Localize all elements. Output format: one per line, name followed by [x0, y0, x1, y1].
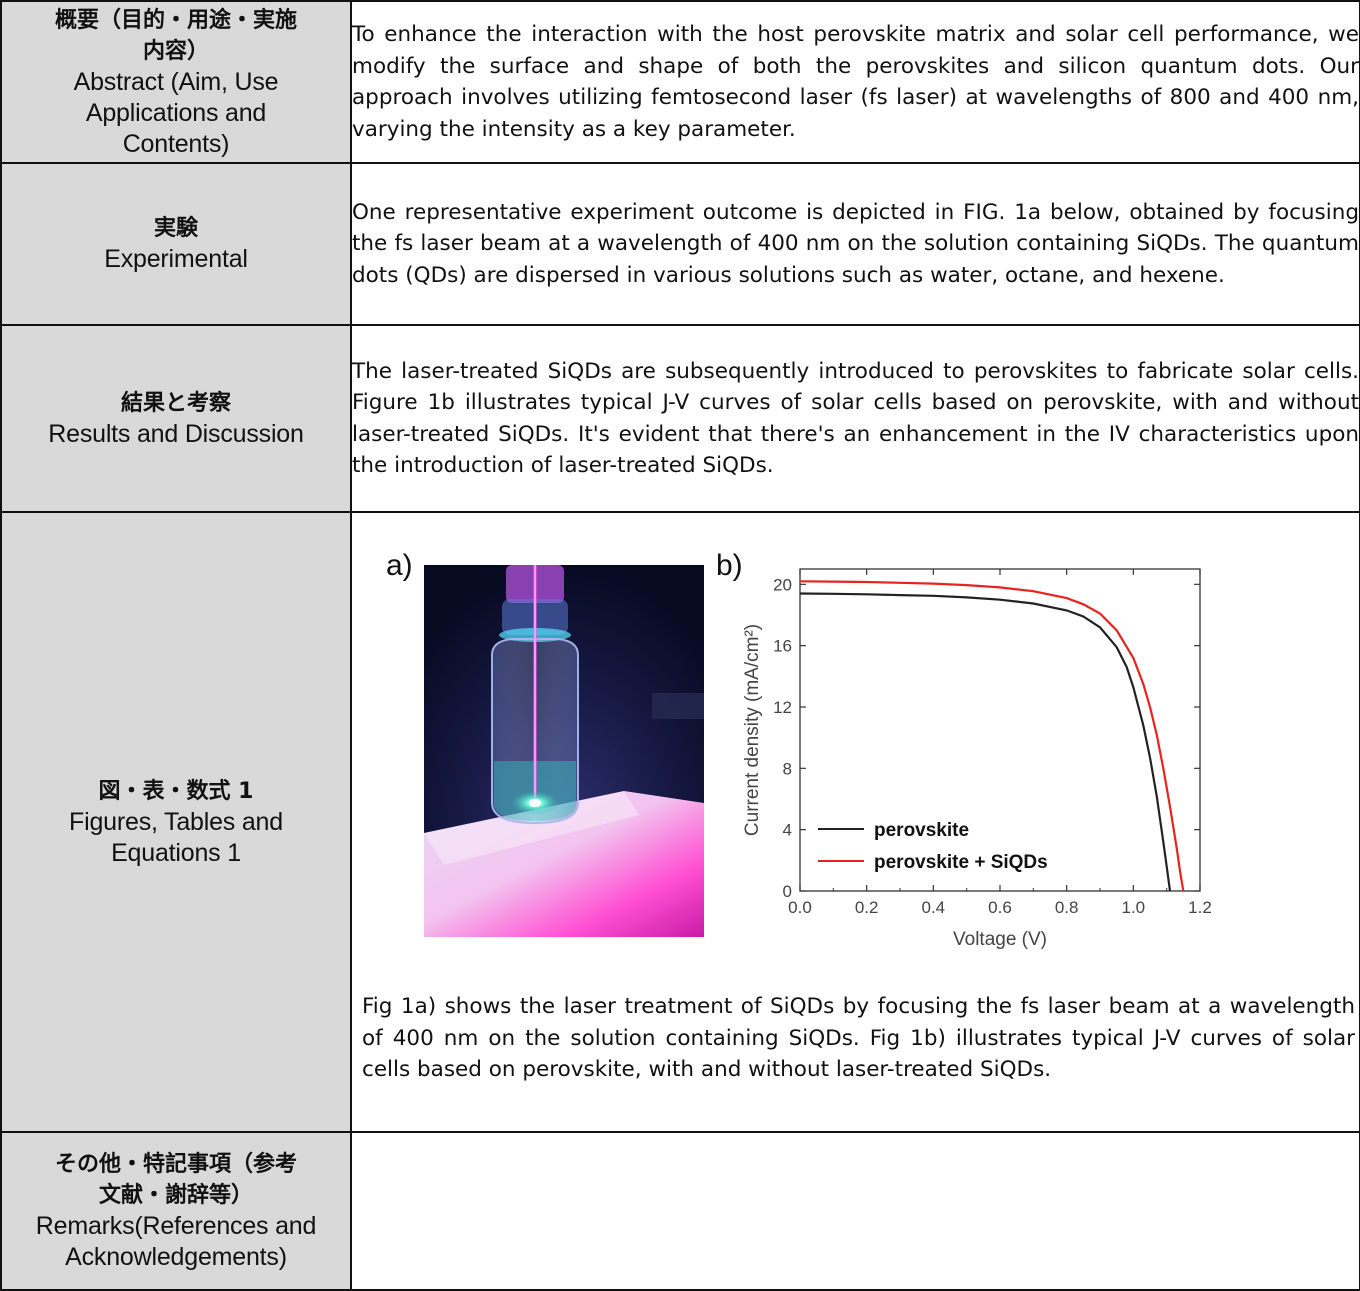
label-en: Applications and — [85, 98, 267, 127]
label-jp: 実験 — [153, 216, 198, 241]
row-abstract: 概要（目的・用途・実施 内容） Abstract (Aim, Use Appli… — [0, 0, 1360, 164]
label-jp: 結果と考察 — [120, 390, 231, 416]
row-experimental: 実験 Experimental One representative exper… — [0, 162, 1360, 326]
content-figures: a) — [350, 511, 1360, 1133]
laser-bottle-photo — [424, 565, 704, 937]
label-en: Experimental — [104, 245, 248, 273]
x-tick-label: 0.2 — [855, 898, 879, 917]
laser-bottle-photo-illustration — [424, 565, 704, 937]
figure-caption: Fig 1a) shows the laser treatment of SiQ… — [362, 994, 1355, 1082]
legend-label-2: perovskite + SiQDs — [874, 852, 1048, 873]
content-abstract: To enhance the interaction with the host… — [350, 0, 1360, 164]
label-remarks: その他・特記事項（参考 文献・謝辞等） Remarks(References a… — [0, 1131, 352, 1291]
y-tick-label: 12 — [773, 698, 792, 717]
y-tick-label: 4 — [783, 821, 792, 840]
label-results: 結果と考察 Results and Discussion — [0, 324, 352, 513]
series-line-1 — [799, 592, 1172, 892]
label-jp: 概要（目的・用途・実施 — [54, 7, 297, 33]
label-en: Results and Discussion — [48, 419, 304, 448]
row-remarks: その他・特記事項（参考 文献・謝辞等） Remarks(References a… — [0, 1131, 1360, 1291]
y-axis-label: Current density (mA/cm²) — [742, 624, 763, 836]
label-en: Remarks(References and — [35, 1212, 317, 1240]
x-tick-label: 0.4 — [922, 898, 946, 917]
label-en: Acknowledgements) — [65, 1243, 287, 1271]
jv-chart-svg: 0.0 0.2 0.4 0.6 0.8 1.0 1.2 0 4 8 12 16 20 Voltage (V… — [742, 568, 1212, 950]
label-experimental: 実験 Experimental — [0, 162, 352, 326]
figure-a-label: a) — [386, 549, 413, 582]
label-jp: 内容） — [142, 38, 209, 64]
x-tick-label: 0.8 — [1055, 898, 1079, 917]
label-abstract: 概要（目的・用途・実施 内容） Abstract (Aim, Use Appli… — [0, 0, 352, 164]
figure-b-label: b) — [716, 549, 743, 582]
plot-frame — [799, 568, 1201, 892]
content-remarks — [350, 1131, 1360, 1291]
series-line-2 — [799, 580, 1185, 892]
x-axis-label: Voltage (V) — [953, 929, 1047, 950]
label-jp: その他・特記事項（参考 — [54, 1152, 297, 1177]
label-figures: 図・表・数式 1 Figures, Tables and Equations 1 — [0, 511, 352, 1133]
y-tick-label: 20 — [773, 575, 792, 594]
x-tick-label: 1.0 — [1122, 898, 1146, 917]
x-tick-label: 0.0 — [788, 898, 812, 917]
row-results: 結果と考察 Results and Discussion The laser-t… — [0, 324, 1360, 513]
label-en: Contents) — [122, 129, 230, 158]
y-tick-label: 0 — [783, 882, 792, 901]
content-experimental: One representative experiment outcome is… — [350, 162, 1360, 326]
jv-chart: 0.0 0.2 0.4 0.6 0.8 1.0 1.2 0 4 8 12 16 20 Voltage (V… — [712, 553, 1232, 963]
row-figures: 図・表・数式 1 Figures, Tables and Equations 1… — [0, 511, 1360, 1133]
label-jp: 文献・謝辞等） — [98, 1183, 253, 1208]
figure-panel: a) — [352, 513, 1359, 1131]
y-tick-label: 16 — [773, 637, 792, 656]
content-results: The laser-treated SiQDs are subsequently… — [350, 324, 1360, 513]
legend-label-1: perovskite — [874, 820, 969, 841]
label-jp: 図・表・数式 1 — [98, 778, 254, 804]
x-tick-label: 1.2 — [1188, 898, 1212, 917]
y-tick-label: 8 — [783, 759, 792, 778]
label-en: Equations 1 — [111, 838, 241, 867]
label-en: Figures, Tables and — [69, 807, 283, 836]
x-tick-label: 0.6 — [988, 898, 1012, 917]
label-en: Abstract (Aim, Use — [73, 67, 279, 96]
